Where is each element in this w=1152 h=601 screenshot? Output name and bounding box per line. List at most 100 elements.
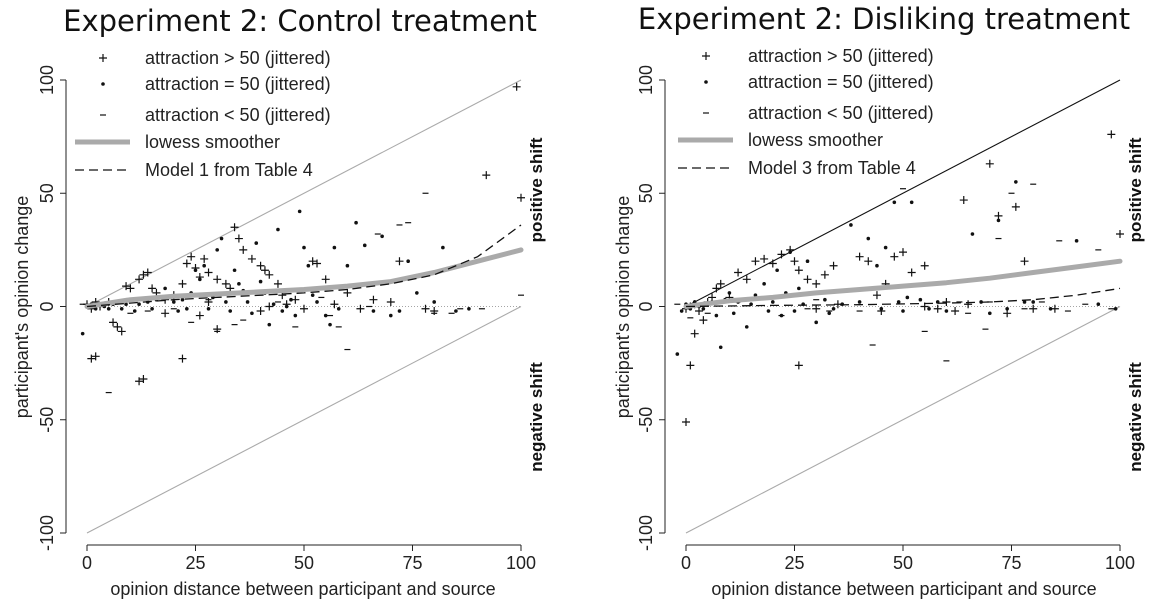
data-point-dot: [988, 311, 992, 316]
data-point-plus: [812, 304, 821, 313]
data-point-dot: [701, 306, 706, 311]
data-point-plus: [386, 297, 395, 306]
data-point-dot: [245, 300, 250, 304]
x-tick-label: 75: [402, 553, 422, 573]
data-point-plus: [760, 254, 769, 263]
data-point-plus: [790, 257, 799, 266]
plot-area: -100 -50 0 50 100 0 25 50 75 100: [636, 65, 1135, 573]
x-tick-label: 100: [1105, 553, 1135, 573]
data-point-dot: [328, 322, 332, 327]
upper-bound-line: [86, 79, 522, 307]
data-point-plus: [1029, 304, 1038, 313]
y-tick-label: 0: [37, 301, 57, 311]
positive-shift-label: positive shift: [1126, 137, 1145, 242]
data-point-plus: [187, 252, 196, 261]
control-treatment-panel: Experiment 2: Control treatment opinion …: [12, 4, 546, 599]
data-point-dot: [753, 293, 758, 297]
data-point-dot: [727, 291, 732, 295]
data-point-plus: [803, 275, 812, 284]
data-point-plus: [686, 361, 695, 370]
data-point-dot: [996, 218, 1001, 223]
legend-swatch-plus: [99, 54, 107, 62]
data-point-dot: [1005, 306, 1009, 311]
legend-label-dot: attraction = 50 (jittered): [145, 74, 331, 94]
negative-shift-label: negative shift: [527, 362, 546, 472]
disliking-treatment-panel: Experiment 2: Disliking treatment opinio…: [613, 2, 1145, 599]
data-point-dot: [797, 286, 801, 291]
data-point-dot: [215, 248, 219, 252]
lower-bound-line: [685, 306, 1121, 534]
data-point-dot: [766, 309, 771, 313]
data-point-plus: [812, 279, 821, 288]
data-point-dot: [306, 263, 311, 268]
x-tick-label: 75: [1001, 553, 1021, 573]
data-point-plus: [959, 196, 968, 205]
data-point-plus: [708, 293, 717, 302]
data-point-dot: [775, 268, 779, 273]
data-point-plus: [139, 374, 148, 383]
data-point-dot: [432, 300, 437, 304]
data-point-dot: [180, 297, 185, 302]
data-point-plus: [247, 254, 256, 263]
y-tick-label: 50: [636, 183, 656, 203]
legend-label-model: Model 3 from Table 4: [748, 158, 916, 178]
data-point-dot: [831, 306, 836, 311]
data-point-dot: [1113, 306, 1118, 311]
data-point-plus: [87, 354, 96, 363]
x-axis-label: opinion distance between participant and…: [711, 579, 1096, 599]
data-point-dot: [970, 232, 975, 236]
data-point-plus: [356, 304, 365, 313]
data-point-dot: [276, 227, 280, 232]
data-point-plus: [135, 275, 144, 284]
data-point-dot: [714, 313, 719, 318]
legend-swatches: [678, 52, 733, 169]
plus-series: [682, 130, 1124, 427]
data-point-plus: [899, 248, 907, 257]
data-point-plus: [300, 304, 308, 313]
data-point-dot: [866, 236, 871, 241]
data-point-dot: [901, 309, 905, 313]
data-point-plus: [512, 82, 521, 91]
data-point-dot: [224, 300, 228, 304]
legend-swatch-plus: [702, 52, 710, 60]
data-point-plus: [964, 300, 973, 309]
x-tick-label: 0: [681, 553, 691, 573]
data-point-plus: [308, 257, 317, 266]
data-point-plus: [829, 261, 838, 270]
upper-bound-line: [685, 79, 1121, 307]
lower-bound-line: [86, 306, 522, 534]
data-point-plus: [204, 268, 213, 277]
data-point-plus: [273, 279, 282, 288]
data-point-plus: [699, 316, 708, 325]
y-tick-label: 100: [37, 65, 57, 95]
data-point-dot: [219, 236, 224, 241]
data-point-dot: [792, 309, 797, 313]
panel-title: Experiment 2: Disliking treatment: [638, 2, 1130, 36]
data-point-plus: [221, 279, 230, 288]
data-point-dot: [80, 331, 85, 336]
data-point-dot: [250, 311, 254, 316]
x-axis-label: opinion distance between participant and…: [110, 579, 495, 599]
data-point-dot: [731, 311, 736, 316]
data-point-dot: [354, 220, 358, 225]
data-point-dot: [150, 306, 154, 311]
data-point-dot: [202, 263, 206, 268]
legend-label-dot: attraction = 50 (jittered): [748, 72, 934, 92]
data-point-dot: [679, 309, 684, 313]
data-point-plus: [482, 171, 491, 180]
data-point-plus: [330, 300, 339, 309]
y-tick-label: -50: [37, 407, 57, 433]
legend-swatch-dot: [101, 82, 105, 86]
data-point-dot: [1074, 239, 1079, 243]
data-point-dot: [258, 279, 263, 284]
data-point-dot: [119, 306, 124, 311]
data-point-dot: [1014, 180, 1018, 184]
data-point-plus: [907, 268, 916, 277]
data-point-plus: [265, 270, 274, 279]
data-point-plus: [517, 193, 525, 202]
data-point-dot: [1022, 300, 1027, 304]
plus-series: [83, 82, 525, 386]
plot-area: -100 -50 0 50 100 0 25 50 75 100: [37, 65, 536, 573]
data-point-plus: [260, 266, 269, 275]
